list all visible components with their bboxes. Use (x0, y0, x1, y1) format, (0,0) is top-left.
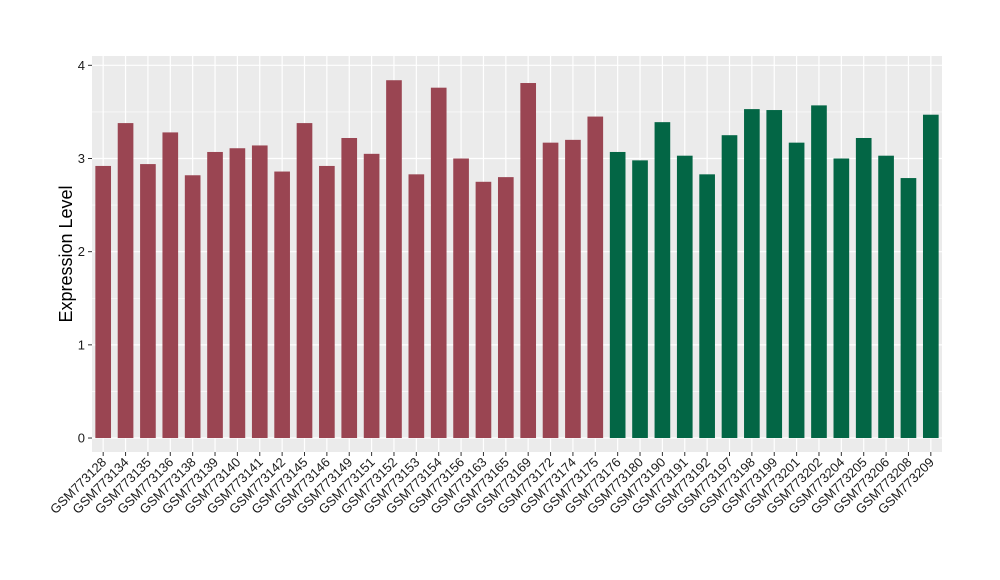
bar-GSM773201 (788, 142, 805, 439)
y-tick-label: 4 (78, 58, 85, 73)
bar-GSM773153 (408, 174, 425, 439)
y-tick-label: 2 (78, 244, 85, 259)
bar-GSM773165 (497, 177, 514, 439)
bar-GSM773149 (341, 137, 358, 439)
bar-GSM773197 (721, 135, 738, 439)
bar-GSM773192 (699, 174, 715, 439)
bar-GSM773145 (296, 123, 313, 439)
y-axis-title: Expression Level (56, 185, 76, 322)
bar-GSM773202 (811, 105, 827, 439)
bar-GSM773152 (386, 80, 402, 439)
bar-GSM773138 (184, 175, 201, 439)
y-tick-label: 3 (78, 151, 85, 166)
bar-GSM773209 (922, 114, 939, 439)
bar-GSM773134 (117, 123, 134, 439)
x-axis: GSM773128GSM773134GSM773135GSM773136GSM7… (47, 452, 937, 517)
bar-GSM773136 (162, 132, 179, 439)
bar-GSM773205 (855, 137, 872, 439)
bar-GSM773141 (251, 145, 268, 439)
bar-GSM773172 (542, 142, 559, 439)
y-axis: 0 1 2 3 4 (78, 58, 92, 446)
bar-GSM773142 (274, 171, 290, 439)
bar-GSM773146 (319, 165, 335, 439)
bar-GSM773204 (833, 158, 850, 439)
bars (95, 80, 939, 439)
bar-GSM773199 (766, 110, 783, 439)
bar-GSM773208 (900, 178, 917, 439)
bar-GSM773151 (363, 153, 380, 439)
bar-GSM773174 (565, 139, 581, 439)
bar-GSM773198 (744, 109, 760, 439)
bar-GSM773169 (520, 83, 537, 439)
bar-GSM773191 (676, 155, 693, 439)
bar-GSM773163 (475, 181, 492, 439)
bar-GSM773140 (229, 148, 246, 439)
y-tick-label: 1 (78, 337, 85, 352)
bar-GSM773180 (632, 160, 648, 439)
y-tick-label: 0 (78, 431, 85, 446)
bar-GSM773139 (207, 151, 223, 439)
bar-GSM773190 (654, 122, 671, 439)
bar-GSM773154 (430, 87, 447, 439)
bar-GSM773128 (95, 165, 112, 439)
bar-GSM773156 (453, 158, 469, 439)
bar-GSM773206 (878, 155, 894, 439)
bar-GSM773135 (140, 164, 156, 439)
bar-GSM773175 (587, 116, 604, 439)
bar-GSM773176 (609, 151, 626, 439)
